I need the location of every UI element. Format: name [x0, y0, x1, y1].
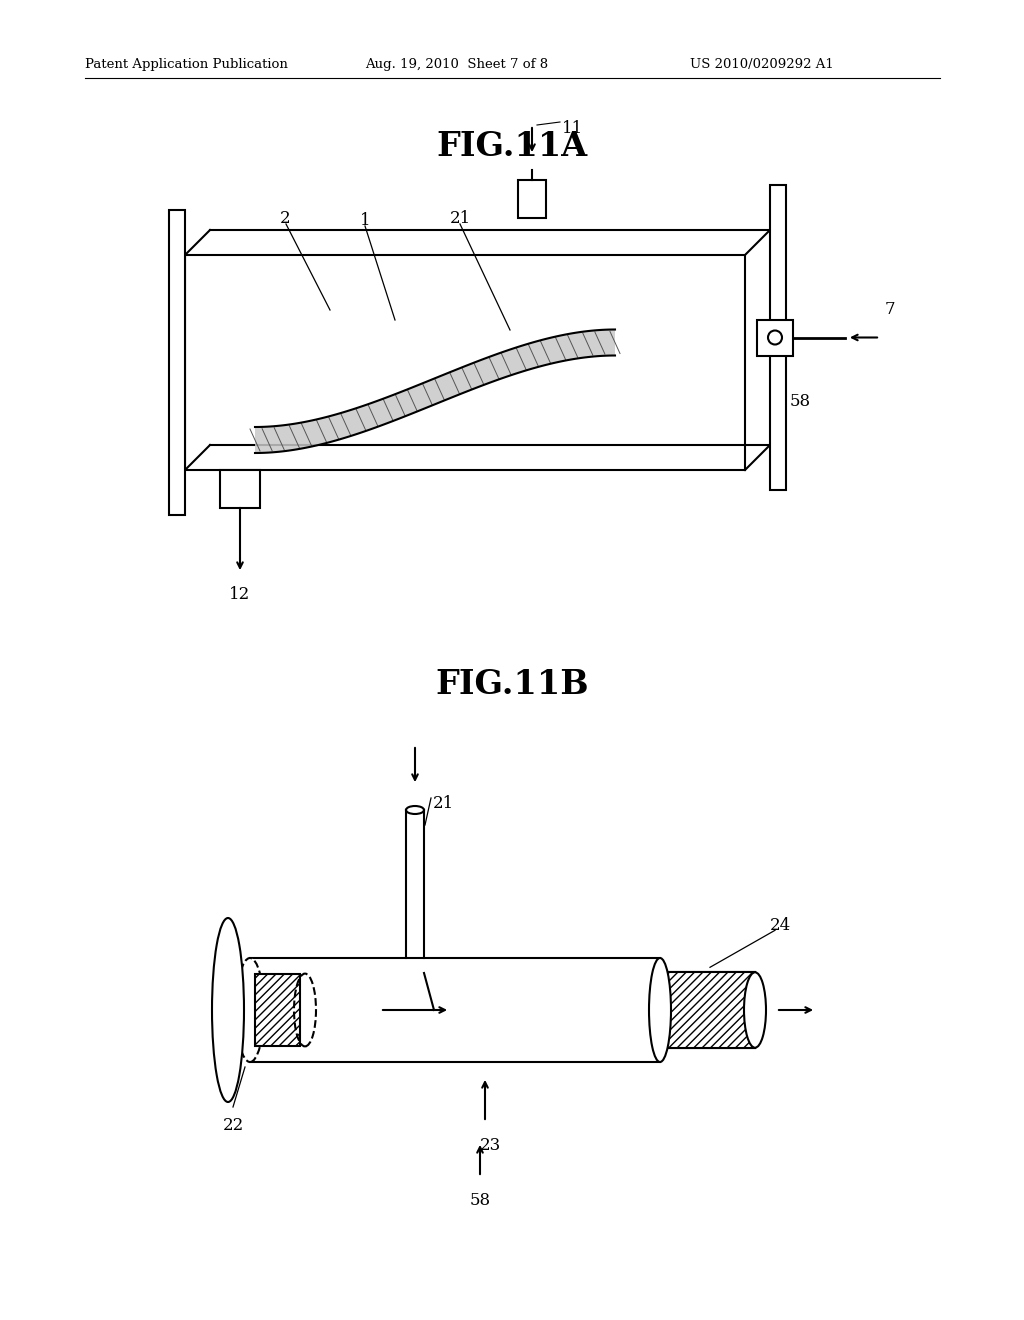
- Ellipse shape: [744, 973, 766, 1048]
- Text: US 2010/0209292 A1: US 2010/0209292 A1: [690, 58, 834, 71]
- Bar: [770, 185, 786, 490]
- Text: 21: 21: [433, 795, 455, 812]
- Ellipse shape: [236, 958, 264, 1063]
- Text: Aug. 19, 2010  Sheet 7 of 8: Aug. 19, 2010 Sheet 7 of 8: [365, 58, 548, 71]
- Bar: [220, 470, 260, 508]
- Ellipse shape: [406, 807, 424, 814]
- Bar: [255, 974, 300, 1047]
- Text: 22: 22: [223, 1117, 245, 1134]
- Text: 11: 11: [562, 120, 584, 137]
- Text: 21: 21: [450, 210, 471, 227]
- Bar: [185, 255, 745, 470]
- Polygon shape: [255, 330, 615, 453]
- Bar: [660, 973, 755, 1048]
- Text: FIG.11B: FIG.11B: [435, 668, 589, 701]
- Text: 58: 58: [469, 1192, 490, 1209]
- Text: 24: 24: [770, 917, 792, 935]
- Text: Patent Application Publication: Patent Application Publication: [85, 58, 288, 71]
- Text: 58: 58: [790, 392, 811, 409]
- Bar: [518, 180, 546, 218]
- Ellipse shape: [649, 958, 671, 1063]
- Ellipse shape: [768, 330, 782, 345]
- Text: FIG.11A: FIG.11A: [436, 129, 588, 162]
- Ellipse shape: [212, 917, 244, 1102]
- Bar: [757, 319, 793, 355]
- Text: 23: 23: [480, 1137, 502, 1154]
- Bar: [169, 210, 185, 515]
- Text: 7: 7: [885, 301, 896, 318]
- Text: 2: 2: [280, 210, 291, 227]
- Text: 12: 12: [229, 586, 251, 603]
- Text: 1: 1: [360, 213, 371, 228]
